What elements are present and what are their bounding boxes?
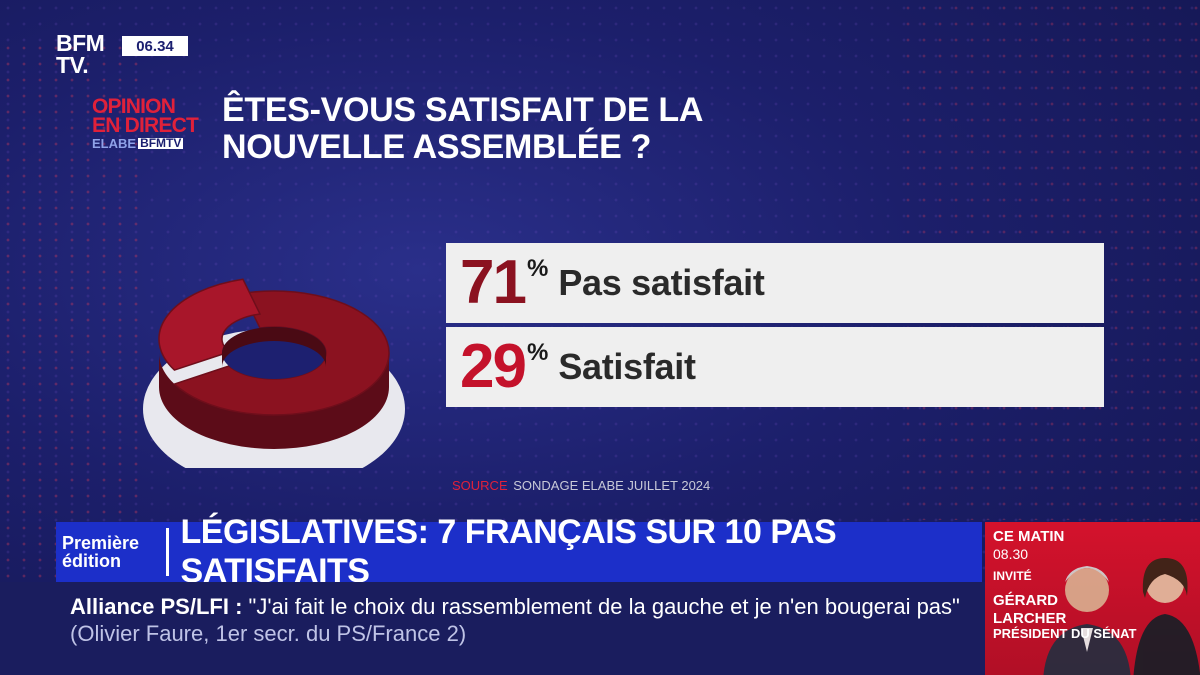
left-dot-pattern [0, 40, 140, 600]
ticker-credit: (Olivier Faure, 1er secr. du PS/France 2… [70, 620, 467, 646]
donut-chart [143, 278, 405, 468]
promo-guest-role: PRÉSIDENT DU SÉNAT [993, 626, 1137, 641]
promo-invite-label: INVITÉ [993, 569, 1032, 583]
pct-sign: % [526, 255, 549, 282]
opinion-partners: ELABE BFMTV [92, 135, 198, 151]
headline-banner: Première édition LÉGISLATIVES: 7 FRANÇAI… [56, 513, 982, 590]
edition-line1: Première [62, 532, 140, 553]
promo-guest-line2: LARCHER [993, 610, 1067, 627]
opinion-line2: EN DIRECT [92, 113, 199, 137]
pct-value-pas-satisfait: 71 [460, 248, 527, 317]
result-row-pas-satisfait: 71 % Pas satisfait [446, 243, 1104, 323]
ticker-quote: "J'ai fait le choix du rassemblement de … [248, 594, 960, 619]
promo-panel: CE MATIN 08.30 INVITÉ GÉRARD LARCHER PRÉ… [985, 522, 1200, 675]
promo-guest-line1: GÉRARD [993, 592, 1059, 609]
promo-show: CE MATIN [993, 528, 1065, 545]
opinion-en-direct-logo: OPINION EN DIRECT ELABE BFMTV [92, 95, 199, 151]
clock-badge: 06.34 [122, 36, 188, 56]
source-line: SOURCE SONDAGE ELABE JUILLET 2024 [452, 478, 710, 493]
pct-sign: % [526, 339, 549, 366]
category-label-pas-satisfait: Pas satisfait [558, 262, 765, 303]
logo-line1: BFM [56, 30, 105, 56]
source-label: SOURCE [452, 478, 508, 493]
donut-slice-satisfait [158, 278, 262, 371]
headline-title: LÉGISLATIVES: 7 FRANÇAIS SUR 10 PAS SATI… [165, 513, 982, 590]
ticker-text: Alliance PS/LFI : "J'ai fait le choix du… [70, 594, 980, 648]
promo-time: 08.30 [993, 546, 1029, 562]
channel-logo: BFM TV. [56, 30, 105, 78]
opinion-line1: OPINION [92, 95, 176, 118]
pct-value-satisfait: 29 [460, 332, 527, 401]
logo-line2: TV. [56, 51, 89, 78]
ticker-bar [0, 582, 985, 675]
guest-portraits [1043, 558, 1200, 675]
bfmtv-label: BFMTV [138, 136, 184, 151]
edition-line2: édition [62, 551, 121, 571]
ticker-separator: : [235, 594, 243, 619]
ticker-tag: Alliance PS/LFI [70, 594, 229, 619]
donut-inner-wall [222, 327, 326, 367]
edition-badge: Première édition [56, 522, 162, 582]
source-text: SONDAGE ELABE JUILLET 2024 [513, 478, 711, 493]
result-row-satisfait: 29 % Satisfait [446, 327, 1104, 407]
poll-question: ÊTES-VOUS SATISFAIT DE LA NOUVELLE ASSEM… [222, 91, 702, 166]
donut-side-wall [159, 353, 389, 449]
category-label-satisfait: Satisfait [558, 346, 696, 387]
elabe-label: ELABE [92, 135, 137, 151]
